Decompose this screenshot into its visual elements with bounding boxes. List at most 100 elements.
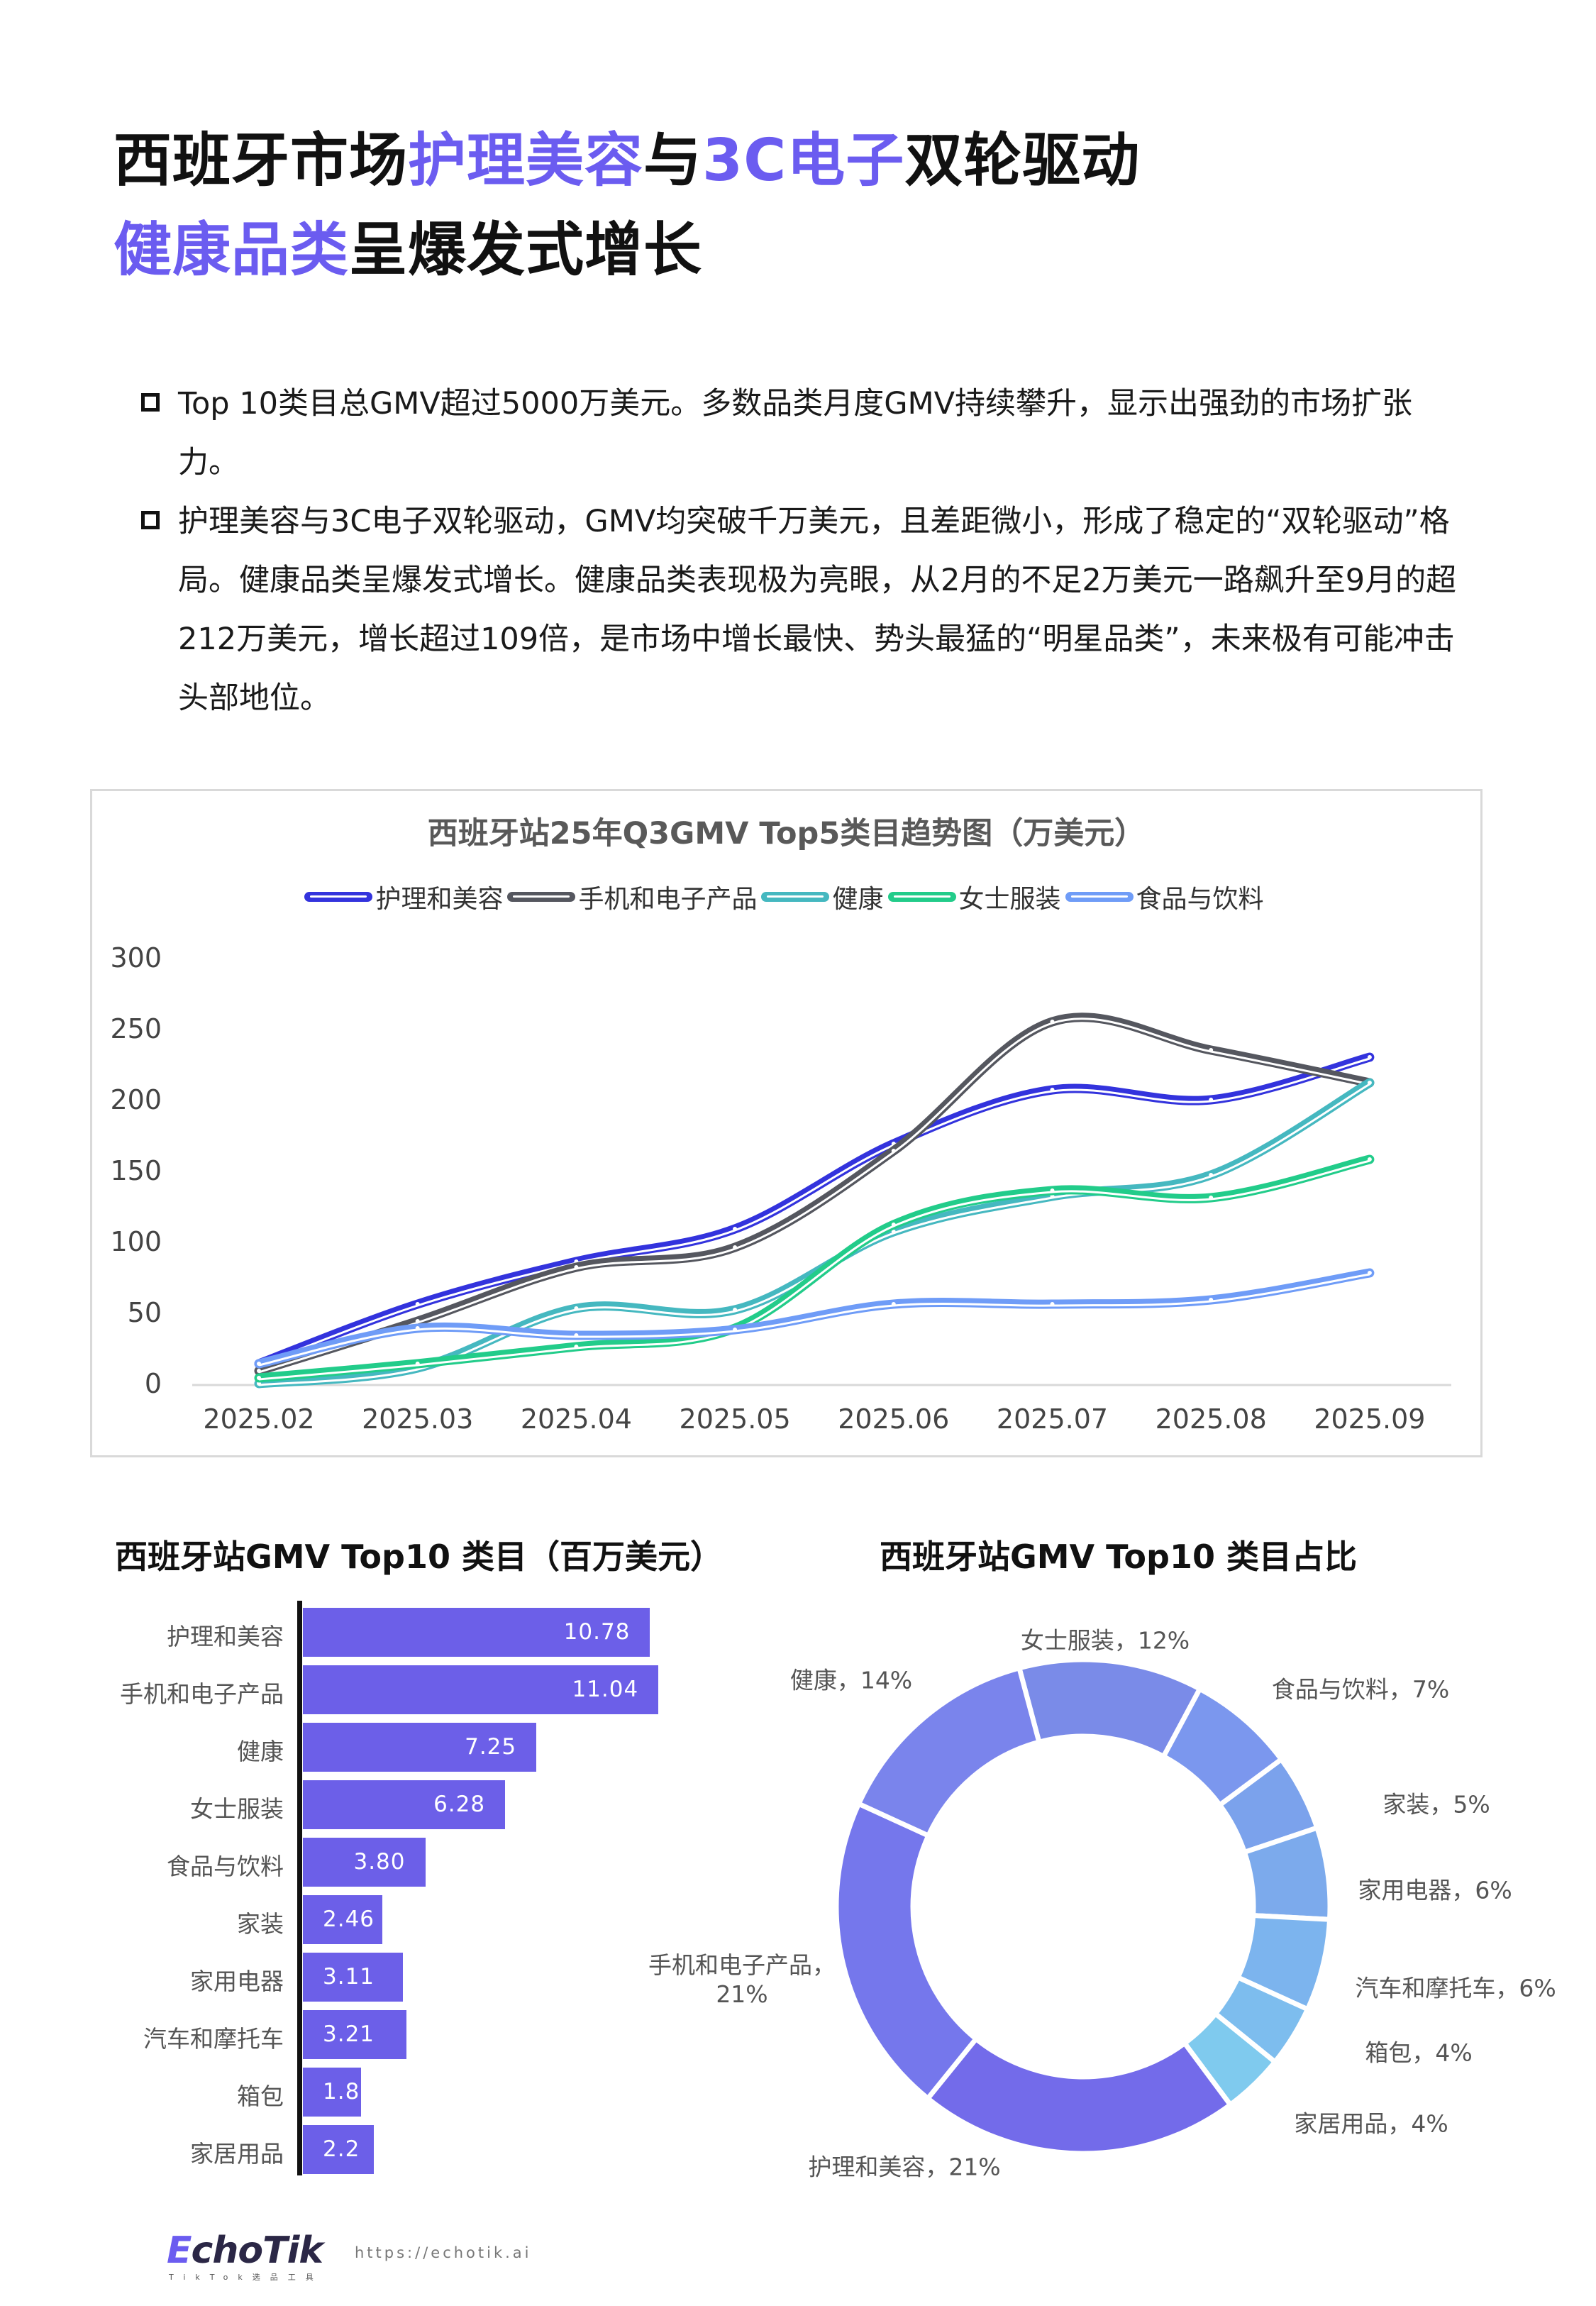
legend-item-0: 护理和美容 bbox=[304, 878, 503, 915]
x-tick-label: 2025.08 bbox=[1155, 1403, 1267, 1435]
title-text: 西班牙市场 bbox=[113, 127, 409, 194]
bar: 3.11 bbox=[303, 1953, 404, 2002]
bar: 6.28 bbox=[303, 1780, 506, 1829]
bar: 7.25 bbox=[303, 1723, 537, 1772]
legend-label: 食品与饮料 bbox=[1136, 885, 1264, 914]
y-tick-label: 250 bbox=[110, 1013, 162, 1044]
bar-value-label: 3.80 bbox=[353, 1849, 406, 1875]
footer-url[interactable]: https://echotik.ai bbox=[355, 2244, 532, 2261]
x-tick-label: 2025.02 bbox=[203, 1403, 315, 1435]
bar-value-label: 2.46 bbox=[323, 1907, 375, 1932]
checkbox-square-icon bbox=[141, 511, 160, 529]
title-highlight: 护理美容 bbox=[408, 127, 644, 194]
bar-value-label: 6.28 bbox=[433, 1792, 486, 1817]
donut-data-label: 箱包，4% bbox=[1365, 2039, 1473, 2067]
echotik-logo: EchoTik bbox=[167, 2229, 323, 2272]
legend-swatch bbox=[761, 892, 830, 902]
bar-category-label: 箱包 bbox=[237, 2082, 284, 2110]
donut-slice-4 bbox=[1234, 1912, 1333, 2013]
x-tick-label: 2025.05 bbox=[679, 1403, 791, 1435]
bar: 11.04 bbox=[303, 1665, 659, 1714]
title-text: 呈爆发式增长 bbox=[349, 216, 703, 284]
y-tick-label: 150 bbox=[110, 1155, 162, 1186]
donut-data-label: 食品与饮料，7% bbox=[1271, 1675, 1450, 1704]
title-highlight: 健康品类 bbox=[113, 216, 350, 284]
y-tick-label: 100 bbox=[110, 1226, 162, 1257]
legend-item-2: 健康 bbox=[761, 878, 884, 915]
donut-slice-5 bbox=[1212, 1974, 1312, 2065]
legend-swatch bbox=[507, 892, 576, 902]
y-tick-label: 300 bbox=[110, 942, 162, 973]
bar-value-label: 3.11 bbox=[323, 1964, 375, 1990]
y-tick-label: 0 bbox=[144, 1368, 162, 1399]
bullet-list: Top 10类目总GMV超过5000万美元。多数品类月度GMV持续攀升，显示出强… bbox=[138, 375, 1465, 728]
donut-slice-3 bbox=[1241, 1824, 1333, 1922]
y-tick-label: 50 bbox=[127, 1297, 162, 1328]
line-chart-title: 西班牙站25年Q3GMV Top5类目趋势图（万美元） bbox=[427, 816, 1146, 851]
legend-label: 护理和美容 bbox=[375, 885, 504, 914]
checkbox-square-icon bbox=[141, 393, 160, 412]
donut-slice-8 bbox=[833, 1800, 980, 2102]
bullet-text: Top 10类目总GMV超过5000万美元。多数品类月度GMV持续攀升，显示出强… bbox=[178, 386, 1413, 480]
bar-category-label: 汽车和摩托车 bbox=[143, 2025, 284, 2053]
bar-category-label: 食品与饮料 bbox=[167, 1853, 284, 1880]
x-tick-label: 2025.09 bbox=[1314, 1403, 1426, 1435]
donut-data-label: 家居用品，4% bbox=[1294, 2109, 1448, 2138]
bullet-item: Top 10类目总GMV超过5000万美元。多数品类月度GMV持续攀升，显示出强… bbox=[138, 375, 1465, 492]
bar-chart-axis bbox=[297, 1601, 302, 2175]
legend-swatch bbox=[887, 892, 956, 902]
donut-data-label: 健康，14% bbox=[789, 1666, 913, 1694]
legend-item-3: 女士服装 bbox=[887, 878, 1061, 915]
bar: 10.78 bbox=[303, 1608, 650, 1657]
donut-data-label: 家用电器，6% bbox=[1358, 1876, 1512, 1904]
bar-value-label: 11.04 bbox=[572, 1677, 639, 1702]
bar-category-label: 护理和美容 bbox=[167, 1623, 284, 1650]
bullet-item: 护理美容与3C电子双轮驱动，GMV均突破千万美元，且差距微小，形成了稳定的“双轮… bbox=[138, 492, 1465, 728]
donut-data-label: 家装，5% bbox=[1382, 1790, 1490, 1819]
bar-category-label: 女士服装 bbox=[190, 1795, 284, 1823]
bar: 3.21 bbox=[303, 2010, 406, 2059]
donut-slice-0 bbox=[1016, 1657, 1204, 1760]
bar-category-label: 家居用品 bbox=[190, 2140, 284, 2168]
bar-chart-title: 西班牙站GMV Top10 类目（百万美元） bbox=[115, 1538, 723, 1576]
bar-category-label: 手机和电子产品 bbox=[120, 1680, 284, 1708]
line-chart-legend: 护理和美容 手机和电子产品 健康 女士服装 食品与饮料 bbox=[90, 878, 1483, 915]
legend-swatch bbox=[1065, 892, 1134, 902]
x-tick-label: 2025.04 bbox=[520, 1403, 632, 1435]
legend-label: 手机和电子产品 bbox=[578, 885, 758, 914]
x-tick-label: 2025.03 bbox=[362, 1403, 474, 1435]
bar: 2.46 bbox=[303, 1895, 382, 1944]
bar-value-label: 3.21 bbox=[323, 2021, 375, 2047]
bar-value-label: 7.25 bbox=[465, 1734, 517, 1760]
donut-data-label: 手机和电子产品， 21% bbox=[648, 1951, 836, 2008]
line-chart-frame bbox=[90, 789, 1483, 1457]
logo-subtitle: TikTok选品工具 bbox=[169, 2273, 323, 2282]
x-tick-label: 2025.06 bbox=[838, 1403, 950, 1435]
legend-item-4: 食品与饮料 bbox=[1065, 878, 1264, 915]
bar-category-label: 健康 bbox=[237, 1738, 284, 1765]
donut-slice-2 bbox=[1216, 1755, 1321, 1855]
donut-data-label: 汽车和摩托车，6% bbox=[1355, 1974, 1556, 2002]
bar-value-label: 1.80 bbox=[323, 2079, 361, 2104]
donut-slice-7 bbox=[924, 2035, 1234, 2156]
bar-category-label: 家装 bbox=[237, 1910, 284, 1938]
bullet-text: 护理美容与3C电子双轮驱动，GMV均突破千万美元，且差距微小，形成了稳定的“双轮… bbox=[178, 504, 1457, 716]
title-highlight: 3C电子 bbox=[702, 127, 905, 194]
bar-value-label: 10.78 bbox=[563, 1619, 631, 1645]
legend-label: 女士服装 bbox=[958, 885, 1061, 914]
donut-data-label: 护理和美容，21% bbox=[808, 2153, 1001, 2181]
donut-slice-6 bbox=[1181, 2010, 1279, 2109]
bar-category-label: 家用电器 bbox=[190, 1968, 284, 1995]
legend-label: 健康 bbox=[832, 885, 884, 914]
y-tick-label: 200 bbox=[110, 1084, 162, 1115]
legend-swatch bbox=[304, 892, 373, 902]
page-title-line-2: 健康品类呈爆发式增长 bbox=[113, 221, 702, 280]
title-text: 双轮驱动 bbox=[904, 127, 1141, 194]
legend-item-1: 手机和电子产品 bbox=[507, 878, 757, 915]
donut-slice-1 bbox=[1160, 1685, 1285, 1809]
donut-chart-title: 西班牙站GMV Top10 类目占比 bbox=[880, 1538, 1357, 1576]
title-text: 与 bbox=[643, 127, 703, 194]
page-title-line-1: 西班牙市场护理美容与3C电子双轮驱动 bbox=[113, 132, 1140, 190]
donut-data-label: 女士服装，12% bbox=[1020, 1626, 1190, 1655]
x-tick-label: 2025.07 bbox=[996, 1403, 1109, 1435]
